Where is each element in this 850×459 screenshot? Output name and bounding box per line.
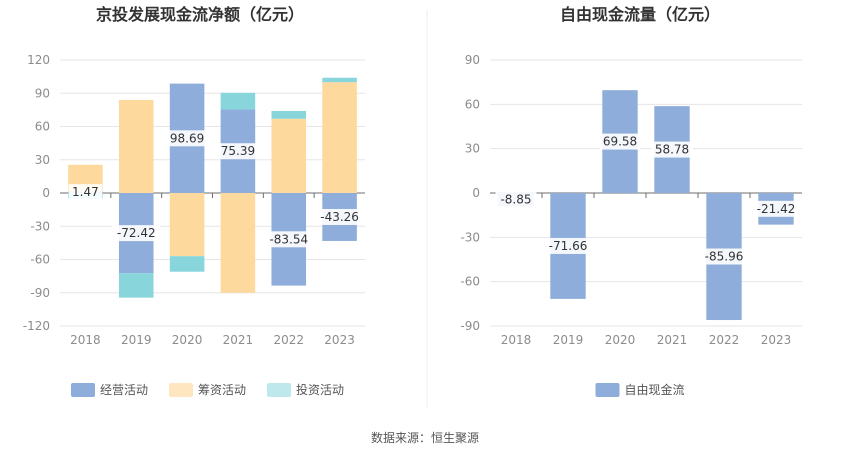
bar-series-2 <box>220 92 256 110</box>
legend-swatch <box>169 383 193 397</box>
data-label-bg <box>699 248 749 265</box>
y-tick-label: -60 <box>30 253 50 267</box>
y-tick-label: 120 <box>27 53 50 67</box>
data-label: 75.39 <box>221 144 255 158</box>
y-tick-label: -90 <box>460 319 480 333</box>
x-tick-label: 2020 <box>172 333 203 347</box>
y-tick-label: -90 <box>30 286 50 300</box>
data-label-bg <box>751 200 801 217</box>
chart-title: 自由现金流量（亿元） <box>560 5 720 24</box>
y-tick-label: -30 <box>460 230 480 244</box>
bar-series-1 <box>322 82 357 193</box>
chart-cashflow-net: 京投发展现金流净额（亿元） 120 90 60 30 0 -30 -60 -90 -120 201… <box>23 5 365 397</box>
bar-series-1 <box>169 193 205 257</box>
y-tick-label: 0 <box>472 186 480 200</box>
x-tick-label: 2022 <box>273 333 304 347</box>
y-tick-label: 0 <box>42 186 50 200</box>
data-label: 1.47 <box>72 185 99 199</box>
bar-series-1 <box>271 118 307 193</box>
x-tick-label: 2019 <box>121 333 152 347</box>
y-tick-label: -120 <box>23 319 50 333</box>
data-label-bg <box>651 141 693 158</box>
data-label-bg <box>264 231 313 248</box>
x-tick-label: 2021 <box>657 333 688 347</box>
x-tick-label: 2023 <box>761 333 792 347</box>
legend-swatch <box>71 383 95 397</box>
data-label-bg <box>495 191 537 208</box>
data-label: -71.66 <box>549 239 588 253</box>
legend-label: 筹资活动 <box>198 383 246 397</box>
bar-series-2 <box>322 77 357 83</box>
y-tick-label: 90 <box>465 53 480 67</box>
legend-label: 自由现金流 <box>625 382 685 397</box>
source-note: 数据来源：恒生聚源 <box>371 430 479 445</box>
y-tick-label: 60 <box>465 97 480 111</box>
y-tick-label: 30 <box>35 153 50 167</box>
y-tick-label: -60 <box>460 275 480 289</box>
y-tick-label: -30 <box>30 219 50 233</box>
data-label: -43.26 <box>320 210 359 224</box>
data-label: -85.96 <box>705 250 744 264</box>
x-tick-label: 2022 <box>709 333 740 347</box>
data-label: -83.54 <box>269 232 308 246</box>
x-tick-label: 2021 <box>223 333 254 347</box>
data-label: -21.42 <box>757 202 796 216</box>
x-tick-label: 2023 <box>324 333 355 347</box>
data-label: -72.42 <box>117 226 156 240</box>
legend-item[interactable]: 筹资活动 <box>169 383 246 397</box>
data-label-bg <box>217 143 259 160</box>
data-label: 98.69 <box>170 131 204 145</box>
y-tick-label: 90 <box>35 86 50 100</box>
legend-label: 经营活动 <box>100 383 148 397</box>
data-label-bg <box>112 225 161 242</box>
x-tick-label: 2020 <box>605 333 636 347</box>
data-label-bg <box>315 208 364 225</box>
bar-series-1 <box>220 193 256 293</box>
data-label: 58.78 <box>655 143 689 157</box>
data-label: 69.58 <box>603 135 637 149</box>
y-tick-label: 30 <box>465 142 480 156</box>
bar-series-2 <box>118 273 154 298</box>
x-tick-label: 2018 <box>70 333 101 347</box>
bar-series-2 <box>271 110 307 119</box>
data-label-bg <box>599 133 641 150</box>
legend-item[interactable]: 经营活动 <box>71 383 148 397</box>
legend-label: 投资活动 <box>296 382 344 397</box>
bar-series-2 <box>169 256 205 272</box>
y-tick-label: 60 <box>35 120 50 134</box>
bar-series-1 <box>118 99 154 193</box>
chart-title: 京投发展现金流净额（亿元） <box>96 5 304 24</box>
x-tick-label: 2018 <box>501 333 532 347</box>
data-label: -8.85 <box>500 193 531 207</box>
data-label-bg <box>68 184 103 201</box>
legend-swatch <box>267 383 291 397</box>
chart-free-cashflow: 自由现金流量（亿元） 90 60 30 0 -30 -60 -90 2018 2019 2020 2… <box>460 5 802 397</box>
data-label-bg <box>543 237 593 254</box>
legend-item[interactable]: 自由现金流 <box>595 382 685 397</box>
data-label-bg <box>166 130 208 147</box>
x-tick-label: 2019 <box>553 333 584 347</box>
legend-swatch <box>595 383 620 397</box>
legend-item[interactable]: 投资活动 <box>267 382 344 397</box>
